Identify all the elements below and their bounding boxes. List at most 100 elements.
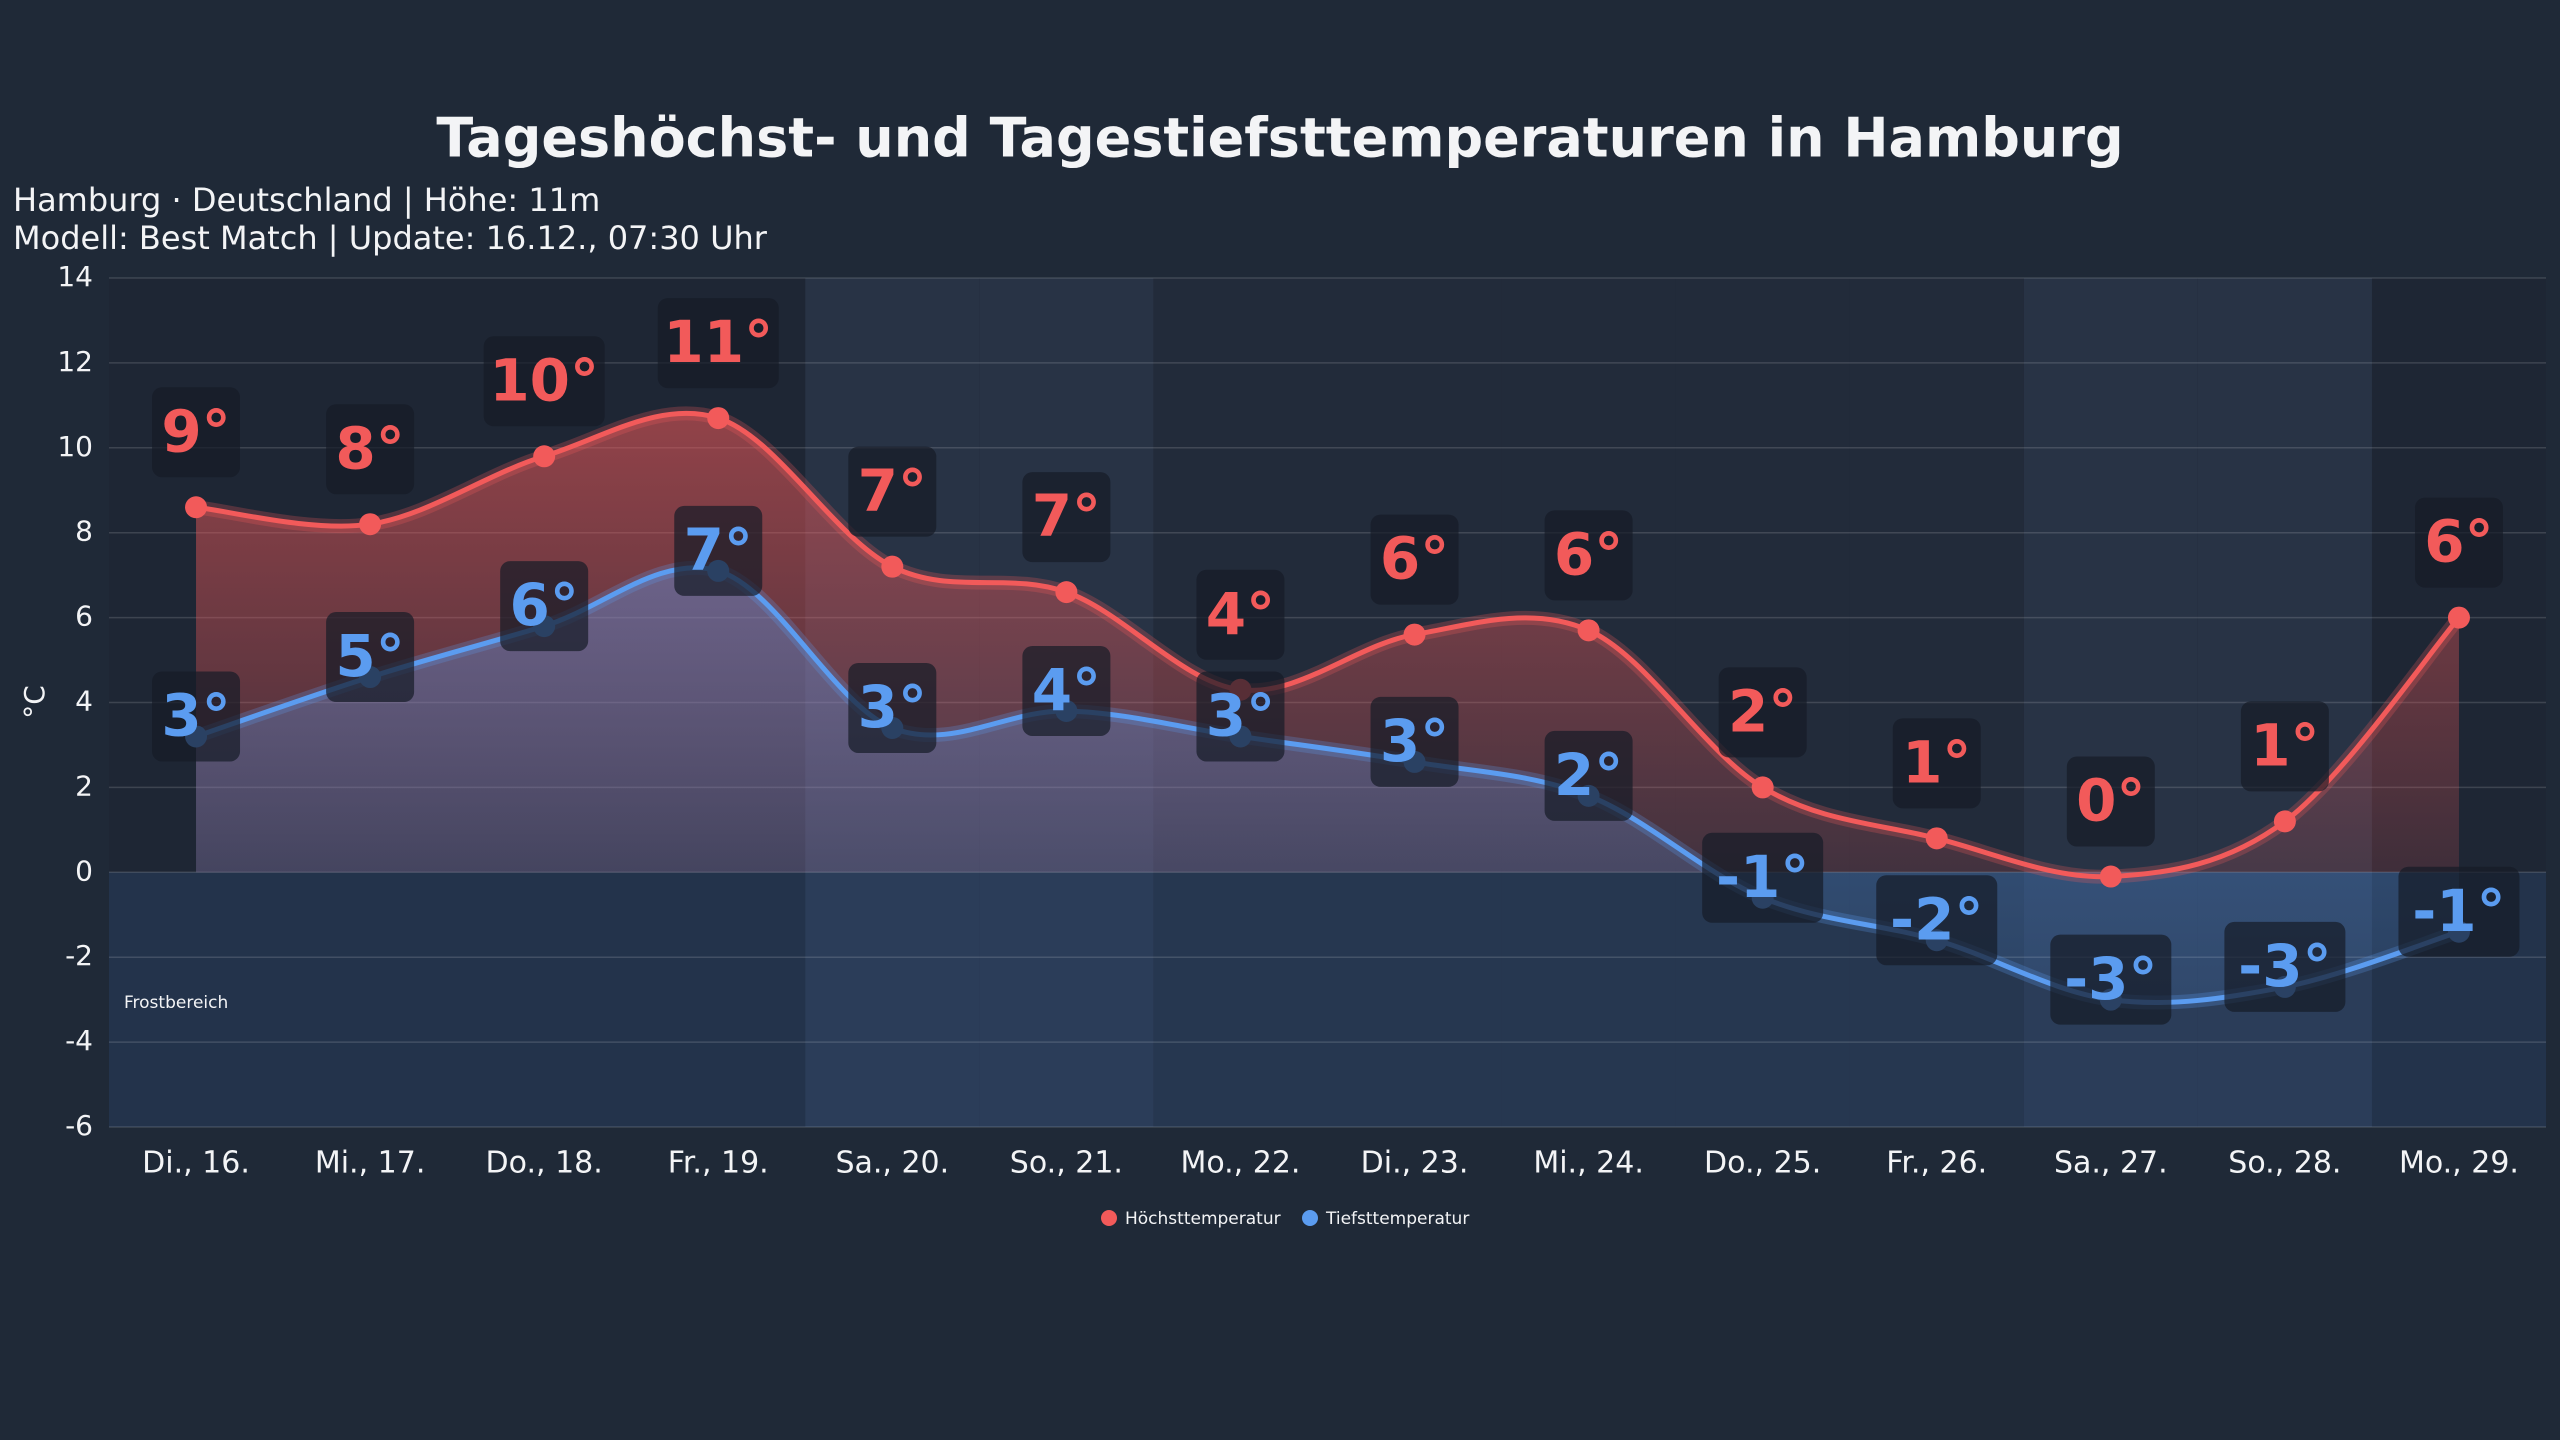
x-tick-label: Fr., 26.: [1886, 1146, 1987, 1181]
x-tick-label: So., 28.: [2228, 1146, 2341, 1181]
point: [2447, 606, 2470, 629]
value-label-box: [2050, 934, 2172, 1025]
x-tick-label: Di., 23.: [1361, 1146, 1469, 1181]
x-tick-label: Sa., 27.: [2054, 1146, 2168, 1181]
value-label: -2°: [1890, 885, 1983, 953]
legend-marker: [1302, 1210, 1318, 1226]
value-label: 4°: [1206, 580, 1275, 648]
weekday-band: [1849, 278, 2024, 1127]
value-label-box: [483, 336, 605, 427]
point: [359, 513, 382, 536]
y-axis-label: °C: [18, 685, 51, 719]
value-label-box: [1876, 875, 1998, 966]
value-label-box: [674, 505, 763, 596]
point: [185, 496, 208, 519]
value-label-box: [848, 662, 937, 753]
value-label-box: [326, 404, 415, 495]
legend-label: Höchsttemperatur: [1125, 1209, 1281, 1229]
value-label: 9°: [161, 397, 230, 465]
value-label: -3°: [2238, 932, 2331, 1000]
x-tick-label: Mo., 29.: [2399, 1146, 2519, 1181]
value-label: 3°: [1206, 682, 1275, 750]
x-tick-label: So., 21.: [1010, 1146, 1123, 1181]
y-tick-label: -6: [65, 1109, 93, 1142]
annotation: Frostbereich: [124, 993, 228, 1013]
value-label: 6°: [1380, 525, 1449, 593]
subtitle: Hamburg · Deutschland | Höhe: 11m: [13, 181, 600, 219]
point: [1751, 776, 1774, 799]
y-tick-label: -2: [65, 939, 93, 972]
value-label: 6°: [2424, 508, 2493, 576]
x-tick-label: Do., 25.: [1704, 1146, 1821, 1181]
value-label-box: [1196, 569, 1285, 660]
value-label-box: [2240, 701, 2329, 792]
value-label-box: [1544, 730, 1633, 821]
value-label: 8°: [335, 414, 404, 482]
point: [2099, 865, 2122, 888]
value-label: 11°: [663, 308, 773, 376]
value-label-box: [657, 298, 779, 389]
point: [2273, 810, 2296, 833]
value-label-box: [2224, 921, 2346, 1012]
value-label-box: [152, 671, 241, 762]
value-label-box: [1718, 667, 1807, 758]
y-tick-label: 4: [75, 685, 93, 718]
value-label-box: [2414, 497, 2503, 588]
value-label: 3°: [858, 673, 927, 741]
point: [1055, 581, 1078, 604]
x-tick-label: Mi., 17.: [315, 1146, 426, 1181]
y-tick-label: 6: [75, 600, 93, 633]
subtitle: Modell: Best Match | Update: 16.12., 07:…: [13, 219, 768, 257]
value-label: 5°: [335, 622, 404, 690]
value-label: 7°: [858, 457, 927, 525]
value-label-box: [2066, 756, 2155, 847]
value-label: -1°: [2412, 877, 2505, 945]
value-label: -3°: [2064, 945, 2157, 1013]
value-label-box: [1022, 645, 1111, 736]
value-label: 1°: [1902, 728, 1971, 796]
value-label: 6°: [1554, 520, 1623, 588]
legend-marker: [1101, 1210, 1117, 1226]
value-label: -1°: [1716, 843, 1809, 911]
x-tick-label: Mi., 24.: [1533, 1146, 1644, 1181]
value-label-box: [1196, 671, 1285, 762]
y-tick-label: 2: [75, 769, 93, 802]
x-tick-label: Sa., 20.: [835, 1146, 949, 1181]
value-label: 4°: [1032, 656, 1101, 724]
y-tick-label: 14: [57, 260, 93, 293]
value-label: 6°: [509, 571, 578, 639]
chart-title: Tageshöchst- und Tagestiefsttemperaturen…: [436, 107, 2123, 170]
x-tick-label: Fr., 19.: [668, 1146, 769, 1181]
value-label-box: [500, 561, 589, 652]
value-label: 2°: [1554, 741, 1623, 809]
point: [1925, 827, 1948, 850]
labels: 9° 8° 10° 11° 7° 7° 4° 6° 6° 2° 1° 0° 1° 6° 3° 5° 6° 7° 3°…: [152, 298, 2520, 1025]
value-label-box: [2398, 866, 2520, 957]
value-label-box: [1022, 472, 1111, 563]
point: [707, 407, 730, 430]
value-label: 0°: [2076, 767, 2145, 835]
value-label-box: [326, 612, 415, 703]
value-label-box: [1370, 696, 1459, 787]
value-label: 7°: [684, 516, 753, 584]
value-label-box: [1892, 718, 1981, 809]
value-label: 3°: [161, 682, 230, 750]
y-tick-label: -4: [65, 1024, 93, 1057]
value-label-box: [1544, 510, 1633, 601]
value-label-box: [1370, 514, 1459, 605]
value-label: 1°: [2250, 711, 2319, 779]
value-label-box: [152, 387, 241, 478]
value-label: 3°: [1380, 707, 1449, 775]
value-label-box: [1702, 832, 1824, 923]
y-tick-label: 0: [75, 854, 93, 887]
value-label: 10°: [489, 346, 599, 414]
value-label-box: [848, 446, 937, 537]
legend-label: Tiefsttemperatur: [1325, 1209, 1469, 1229]
x-tick-label: Do., 18.: [486, 1146, 603, 1181]
point: [1577, 619, 1600, 642]
y-tick-label: 8: [75, 515, 93, 548]
value-label: 7°: [1032, 482, 1101, 550]
y-tick-label: 12: [57, 345, 93, 378]
point: [881, 555, 904, 578]
